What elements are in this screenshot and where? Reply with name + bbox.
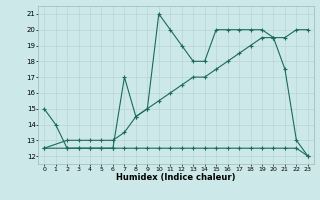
X-axis label: Humidex (Indice chaleur): Humidex (Indice chaleur) [116, 173, 236, 182]
